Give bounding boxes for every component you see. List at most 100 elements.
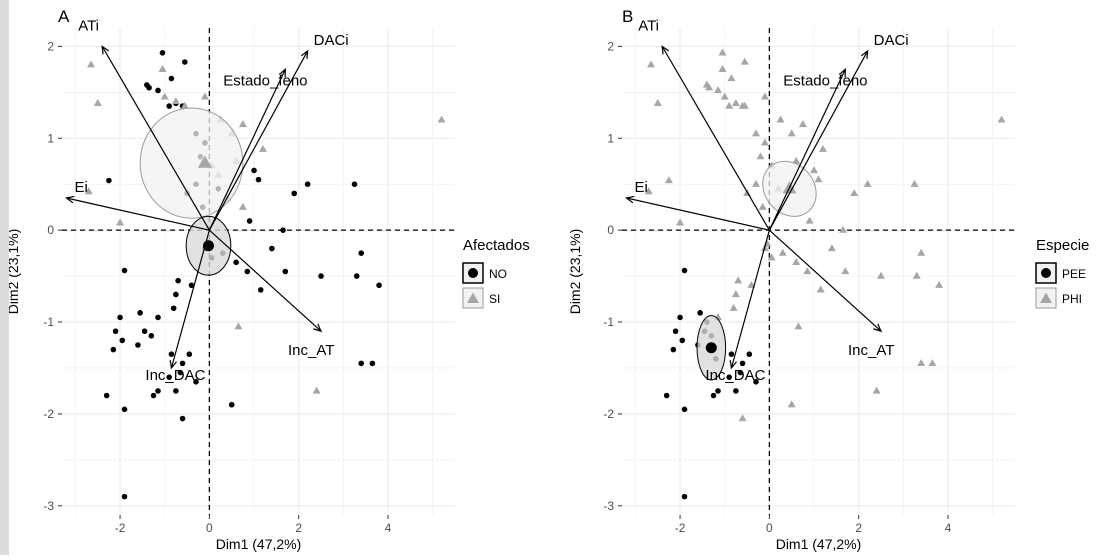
y-axis-label: Dim2 (23,1%)	[5, 229, 21, 315]
data-point-circle	[710, 392, 717, 399]
y-tick-label: 0	[47, 223, 54, 237]
panel-a: -2 0 2 4 -3 -2 -1 0 1 2 ATi DACi Estado_feno Ei Inc_DA…	[5, 7, 530, 552]
data-point-circle	[282, 268, 289, 275]
data-point-circle	[681, 406, 688, 413]
data-point-triangle	[200, 92, 209, 100]
data-point-triangle	[234, 322, 243, 330]
data-point-circle	[257, 287, 264, 293]
vector-arrowhead	[169, 359, 177, 370]
vector-label: DACi	[874, 32, 909, 49]
vector-arrowhead	[860, 49, 869, 59]
data-point-triangle	[850, 189, 859, 197]
data-point-circle	[188, 282, 195, 289]
data-point-circle	[369, 360, 376, 367]
data-point-circle	[121, 267, 128, 274]
vector-shaft	[768, 229, 882, 332]
data-point-circle	[148, 333, 155, 339]
data-point-circle	[358, 360, 365, 367]
vector-shaft	[208, 50, 309, 231]
data-point-circle	[681, 493, 688, 500]
data-point-circle	[672, 328, 679, 335]
vector-arrowhead	[300, 49, 309, 59]
vector-shaft	[768, 50, 869, 231]
data-point-triangle	[734, 276, 743, 284]
x-tick-label: 0	[206, 521, 213, 535]
grid	[62, 28, 455, 515]
data-point-triangle	[787, 400, 796, 408]
data-point-circle	[739, 360, 746, 367]
data-point-circle	[697, 310, 703, 316]
data-point-triangle	[760, 138, 769, 146]
vector-label: Inc_AT	[288, 342, 334, 359]
data-point-circle	[304, 181, 311, 188]
x-axis-label: Dim1 (47,2%)	[216, 536, 302, 552]
data-point-triangle	[705, 83, 714, 91]
vector-ei: Ei	[65, 179, 210, 231]
x-axis-label: Dim1 (47,2%)	[776, 536, 862, 552]
vector-arrowhead	[313, 323, 323, 333]
legend: Especie PEE PHI	[1035, 237, 1089, 309]
vector-arrowhead	[65, 195, 75, 204]
data-point-triangle	[877, 271, 886, 279]
vector-label: Estado_feno	[783, 72, 867, 89]
data-point-triangle	[935, 280, 944, 288]
data-point-circle	[135, 342, 141, 348]
data-point-triangle	[312, 386, 321, 394]
vector-label: Inc_DAC	[705, 367, 765, 384]
data-point-circle	[121, 406, 128, 413]
vector-label: ATi	[638, 17, 659, 34]
x-tick-label: 0	[766, 521, 773, 535]
data-point-circle	[166, 374, 172, 380]
vector-inc-at: Inc_AT	[768, 229, 894, 359]
vector-label: Inc_DAC	[145, 367, 205, 384]
vector-arrowhead	[873, 323, 883, 333]
data-point-triangle	[760, 92, 769, 100]
centroid-si	[197, 155, 212, 168]
data-point-triangle	[863, 179, 872, 187]
data-point-circle	[173, 388, 179, 394]
data-point-triangle	[917, 248, 926, 256]
data-point-circle	[168, 351, 175, 357]
data-point-triangle	[751, 129, 760, 137]
data-point-triangle	[437, 115, 446, 123]
data-point-triangle	[872, 386, 881, 394]
data-point-circle	[170, 305, 177, 312]
vector-label: ATi	[78, 17, 99, 34]
y-tick-label: 2	[47, 39, 54, 53]
data-point-circle	[663, 392, 670, 399]
data-point-triangle	[776, 115, 785, 123]
data-point-circle	[681, 267, 688, 274]
data-point-triangle	[751, 179, 760, 187]
data-point-triangle	[664, 176, 673, 184]
data-point-circle	[670, 346, 677, 353]
vector-shaft	[730, 229, 770, 369]
y-tick-label: -3	[43, 499, 54, 513]
data-point-circle	[137, 310, 143, 316]
data-point-triangle	[731, 290, 740, 298]
data-point-circle	[175, 277, 181, 284]
data-point-circle	[677, 314, 683, 321]
data-point-circle	[376, 282, 382, 289]
data-point-triangle	[738, 414, 747, 422]
legend-key-triangle	[467, 292, 479, 303]
data-point-circle	[141, 328, 148, 335]
data-point-triangle	[816, 285, 825, 293]
vector-shaft	[208, 229, 322, 332]
vector-arrowhead	[729, 359, 737, 370]
data-point-triangle	[827, 244, 836, 252]
data-point-circle	[318, 273, 324, 279]
legend-title: Afectados	[463, 237, 530, 254]
data-point-circle	[155, 388, 161, 394]
data-point-triangle	[787, 129, 796, 137]
data-point-circle	[244, 268, 251, 275]
series-no	[103, 50, 382, 500]
data-point-triangle	[794, 322, 803, 330]
data-point-triangle	[758, 202, 767, 210]
data-point-triangle	[997, 115, 1006, 123]
data-point-triangle	[93, 99, 102, 106]
legend-entry-pee: PEE	[1035, 262, 1086, 284]
data-point-circle	[166, 103, 172, 109]
panel-b: -2 0 2 4 -3 -2 -1 0 1 2 ATi DACi Estado_feno Ei Inc_DA…	[567, 7, 1089, 552]
data-point-circle	[186, 351, 193, 357]
